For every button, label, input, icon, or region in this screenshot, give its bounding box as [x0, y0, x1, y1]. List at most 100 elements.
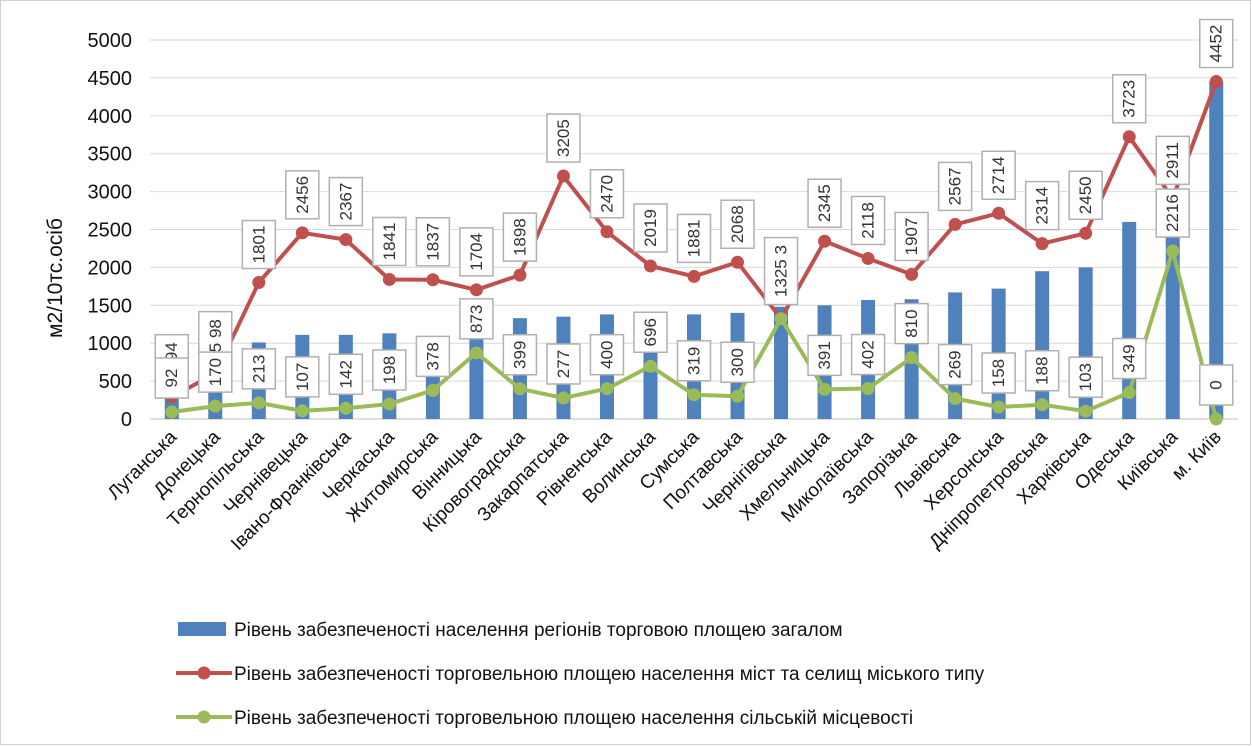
data-label-box — [720, 341, 755, 384]
data-label: 1881 — [685, 220, 704, 258]
data-label: 1837 — [423, 223, 442, 261]
data-label: 391 — [815, 341, 834, 369]
series-point — [1035, 237, 1049, 251]
series-point — [252, 275, 266, 289]
data-label-box — [850, 195, 886, 246]
data-label-box — [198, 351, 233, 393]
bar — [1209, 81, 1224, 420]
series-point — [556, 169, 570, 183]
line-series — [165, 75, 1223, 426]
series-point — [861, 251, 875, 265]
data-label: 103 — [1076, 363, 1095, 391]
data-label-box — [502, 334, 538, 376]
series-point — [556, 391, 570, 405]
data-label: 300 — [728, 348, 747, 376]
y-axis-title: м2/10тс.осіб — [44, 218, 67, 338]
series-point — [600, 382, 614, 396]
series-point — [948, 217, 962, 231]
data-label-box — [981, 352, 1016, 394]
series-point — [687, 388, 701, 402]
series-point — [165, 405, 179, 419]
series-point — [948, 392, 962, 406]
y-tick-label: 3500 — [88, 144, 133, 166]
data-label-box — [415, 217, 451, 267]
series-point — [992, 206, 1006, 220]
data-label-box — [720, 199, 755, 249]
data-label-box — [546, 343, 581, 385]
data-label-box — [328, 353, 364, 395]
legend-marker — [197, 666, 211, 680]
data-label-box — [676, 213, 712, 264]
y-tick-label: 4500 — [88, 68, 133, 90]
data-label: 399 — [510, 341, 529, 369]
series-point — [687, 269, 701, 283]
y-tick-label: 1000 — [88, 333, 133, 355]
data-label: 188 — [1033, 357, 1052, 385]
legend: Рівень забезпеченості населення регіонів… — [176, 620, 985, 729]
series-point — [1079, 404, 1093, 418]
data-label: 1841 — [380, 223, 399, 261]
series-point — [731, 389, 745, 403]
data-label: 2345 — [815, 184, 834, 222]
data-label-box — [285, 356, 320, 398]
data-label-box — [502, 212, 538, 262]
y-tick-labels: 0 500 1000 1500 2000 2500 3000 3500 4000 4500 5000 — [88, 30, 133, 431]
data-label-box — [894, 302, 929, 345]
data-label: 402 — [859, 340, 878, 368]
data-label: 107 — [293, 363, 312, 391]
series-point — [905, 351, 919, 365]
data-label: 158 — [989, 359, 1008, 387]
data-label: 349 — [1120, 344, 1139, 372]
series-point — [1122, 130, 1136, 144]
data-label-box — [633, 203, 668, 253]
data-labels: 2 945 9818012456236718411837170418983205… — [154, 18, 1234, 406]
series-point — [905, 267, 919, 281]
data-label: 3723 — [1120, 80, 1139, 118]
data-label: 2450 — [1076, 176, 1095, 214]
legend-label: Рівень забезпеченості населення регіонів… — [234, 620, 843, 641]
series-point — [731, 255, 745, 269]
series-point — [1122, 386, 1136, 400]
data-label: 2456 — [293, 176, 312, 214]
data-label-box — [676, 340, 712, 382]
y-tick-label: 2000 — [88, 257, 133, 279]
data-label: 269 — [946, 350, 965, 378]
data-label-box — [763, 236, 799, 306]
data-label-box — [372, 216, 407, 267]
series-point — [513, 268, 527, 282]
series-point — [295, 226, 309, 240]
bar — [469, 329, 484, 419]
y-tick-label: 5000 — [88, 30, 133, 52]
series-point — [1079, 226, 1093, 240]
data-label-box — [1198, 18, 1234, 69]
series-point — [1209, 412, 1223, 426]
data-label-box — [807, 334, 842, 377]
data-label: 0 — [1207, 380, 1226, 389]
series-point — [469, 283, 483, 297]
data-label: 2911 — [1163, 142, 1182, 179]
data-label: 319 — [685, 347, 704, 375]
series-point — [208, 399, 222, 413]
series-point — [295, 404, 309, 418]
series-point — [469, 346, 483, 360]
series-point — [774, 312, 788, 326]
y-tick-label: 3000 — [88, 182, 133, 204]
series-point — [513, 382, 527, 396]
series-point — [861, 382, 875, 396]
data-label: 873 — [467, 305, 486, 333]
data-label-box — [1068, 356, 1103, 398]
data-label-box — [1068, 170, 1103, 221]
data-label-box — [589, 169, 625, 219]
data-label: 2019 — [641, 209, 660, 247]
data-label: 810 — [902, 309, 921, 337]
series-point — [1166, 244, 1180, 258]
data-label-box — [894, 211, 929, 262]
data-label-box — [285, 170, 320, 220]
series-point — [426, 383, 440, 397]
data-label: 1704 — [467, 233, 486, 271]
y-tick-label: 1500 — [88, 295, 133, 317]
data-label: 696 — [641, 318, 660, 346]
data-label: 1898 — [510, 218, 529, 256]
data-label: 198 — [380, 356, 399, 384]
